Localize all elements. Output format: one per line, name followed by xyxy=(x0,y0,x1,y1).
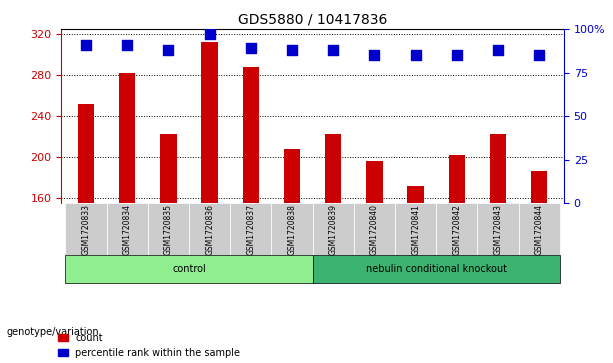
Text: GSM1720834: GSM1720834 xyxy=(123,204,132,255)
FancyBboxPatch shape xyxy=(272,203,313,255)
FancyBboxPatch shape xyxy=(189,203,230,255)
FancyBboxPatch shape xyxy=(354,203,395,255)
FancyBboxPatch shape xyxy=(313,255,560,283)
FancyBboxPatch shape xyxy=(66,255,313,283)
FancyBboxPatch shape xyxy=(313,203,354,255)
Bar xyxy=(531,171,547,203)
Bar xyxy=(408,186,424,203)
Point xyxy=(370,52,379,58)
Text: GSM1720839: GSM1720839 xyxy=(329,204,338,255)
Text: GSM1720844: GSM1720844 xyxy=(535,204,544,255)
Text: GSM1720838: GSM1720838 xyxy=(287,204,297,254)
Bar xyxy=(490,134,506,203)
Legend: count, percentile rank within the sample: count, percentile rank within the sample xyxy=(54,329,244,362)
FancyBboxPatch shape xyxy=(519,203,560,255)
Bar xyxy=(78,104,94,203)
FancyBboxPatch shape xyxy=(436,203,478,255)
Point xyxy=(287,47,297,53)
Bar xyxy=(202,42,218,203)
Point xyxy=(81,42,91,48)
Text: GSM1720842: GSM1720842 xyxy=(452,204,462,254)
Text: GSM1720841: GSM1720841 xyxy=(411,204,420,254)
Point xyxy=(493,47,503,53)
Point xyxy=(535,52,544,58)
FancyBboxPatch shape xyxy=(107,203,148,255)
FancyBboxPatch shape xyxy=(148,203,189,255)
Text: GSM1720836: GSM1720836 xyxy=(205,204,214,255)
Bar xyxy=(366,161,383,203)
Bar xyxy=(160,134,177,203)
Bar xyxy=(325,134,341,203)
Point xyxy=(411,52,421,58)
Bar xyxy=(119,73,135,203)
Title: GDS5880 / 10417836: GDS5880 / 10417836 xyxy=(238,12,387,26)
FancyBboxPatch shape xyxy=(230,203,272,255)
Text: GSM1720837: GSM1720837 xyxy=(246,204,256,255)
Text: nebulin conditional knockout: nebulin conditional knockout xyxy=(366,264,507,274)
Point xyxy=(123,42,132,48)
FancyBboxPatch shape xyxy=(66,203,107,255)
Text: GSM1720835: GSM1720835 xyxy=(164,204,173,255)
Text: GSM1720833: GSM1720833 xyxy=(82,204,91,255)
Bar xyxy=(449,155,465,203)
Text: GSM1720843: GSM1720843 xyxy=(493,204,503,255)
Point xyxy=(329,47,338,53)
Point xyxy=(452,52,462,58)
Text: control: control xyxy=(172,264,206,274)
Point xyxy=(205,31,215,37)
Bar xyxy=(243,67,259,203)
Point xyxy=(246,45,256,51)
Text: genotype/variation: genotype/variation xyxy=(6,327,99,337)
FancyBboxPatch shape xyxy=(395,203,436,255)
Point xyxy=(164,47,173,53)
FancyBboxPatch shape xyxy=(478,203,519,255)
Bar xyxy=(284,149,300,203)
Text: GSM1720840: GSM1720840 xyxy=(370,204,379,255)
